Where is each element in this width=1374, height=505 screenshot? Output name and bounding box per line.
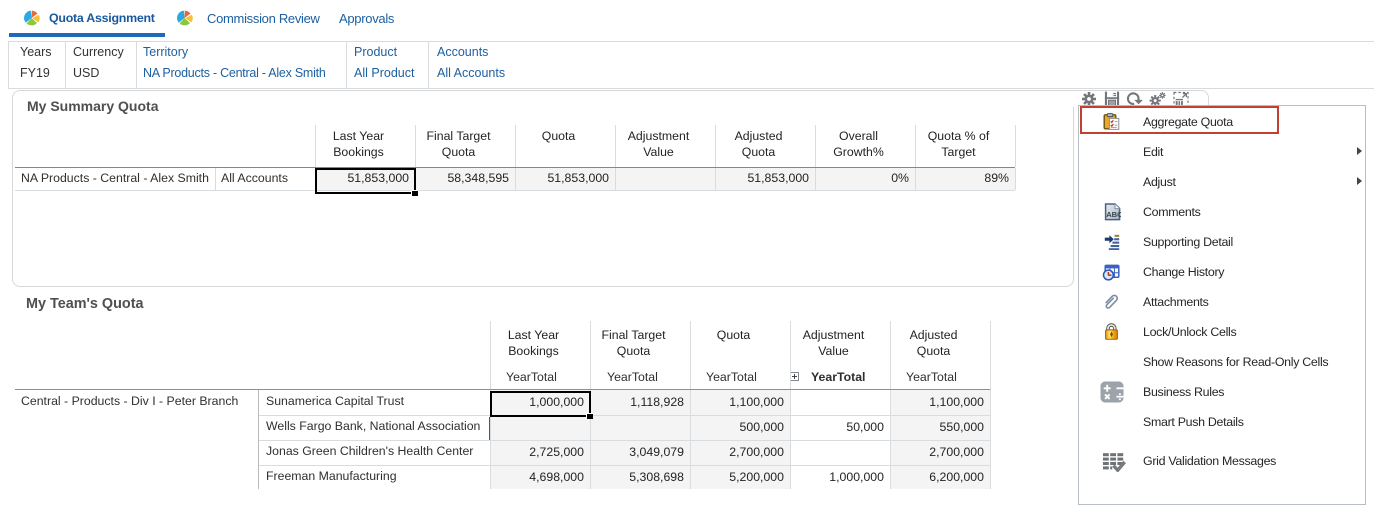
svg-text:ABC: ABC (1106, 210, 1121, 219)
